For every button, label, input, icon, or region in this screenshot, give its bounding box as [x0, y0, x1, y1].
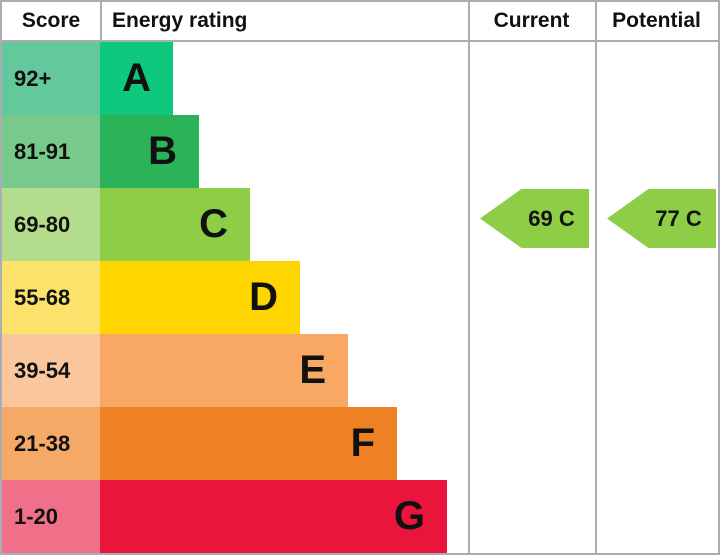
energy-band-bar: F	[100, 407, 397, 480]
score-range-label: 1-20	[14, 503, 59, 529]
current-column-header: Current	[493, 9, 570, 32]
potential-column-header: Potential	[612, 9, 701, 32]
energy-band-bar: A	[100, 42, 173, 115]
score-range-cell: 81-91	[2, 115, 100, 188]
band-row-d: 55-68 D	[2, 261, 468, 334]
band-letter: E	[299, 348, 326, 392]
energy-band-bar: B	[100, 115, 199, 188]
band-letter: G	[393, 494, 425, 538]
band-letter: F	[350, 421, 375, 465]
score-range-cell: 1-20	[2, 480, 100, 553]
score-range-label: 55-68	[14, 284, 71, 310]
score-range-label: 21-38	[14, 430, 71, 456]
band-letter: C	[199, 202, 228, 246]
band-row-c: 69-80 C	[2, 188, 468, 261]
energy-band-bar: E	[100, 334, 348, 407]
band-row-g: 1-20 G	[2, 480, 468, 553]
score-range-label: 92+	[14, 65, 52, 91]
score-range-label: 81-91	[14, 138, 71, 164]
score-range-cell: 69-80	[2, 188, 100, 261]
score-range-label: 39-54	[14, 357, 71, 383]
band-row-e: 39-54 E	[2, 334, 468, 407]
score-column-divider	[100, 2, 102, 42]
band-row-a: 92+ A	[2, 42, 468, 115]
band-row-f: 21-38 F	[2, 407, 468, 480]
score-range-label: 69-80	[14, 211, 71, 237]
band-letter: A	[122, 56, 151, 100]
current-rating-arrow: 69 C	[480, 189, 589, 248]
energy-rating-column-header: Energy rating	[112, 9, 248, 32]
current-rating-label: 69 C	[528, 205, 575, 231]
band-rows: 92+ A 81-91 B 69-80 C 55-68 D 39-54 E 21-38 F 1-20 G	[2, 42, 468, 553]
chart-header: Score Energy rating Current Potential	[2, 2, 718, 42]
potential-rating-label: 77 C	[655, 205, 702, 231]
band-letter: B	[148, 129, 177, 173]
potential-column-divider	[595, 2, 597, 553]
energy-band-bar: C	[100, 188, 250, 261]
current-column-divider	[468, 2, 470, 553]
energy-band-bar: G	[100, 480, 447, 553]
score-range-cell: 39-54	[2, 334, 100, 407]
band-row-b: 81-91 B	[2, 115, 468, 188]
band-letter: D	[249, 275, 278, 319]
score-range-cell: 21-38	[2, 407, 100, 480]
potential-rating-arrow: 77 C	[607, 189, 716, 248]
energy-band-bar: D	[100, 261, 300, 334]
score-column-header: Score	[21, 9, 81, 32]
score-range-cell: 92+	[2, 42, 100, 115]
score-range-cell: 55-68	[2, 261, 100, 334]
